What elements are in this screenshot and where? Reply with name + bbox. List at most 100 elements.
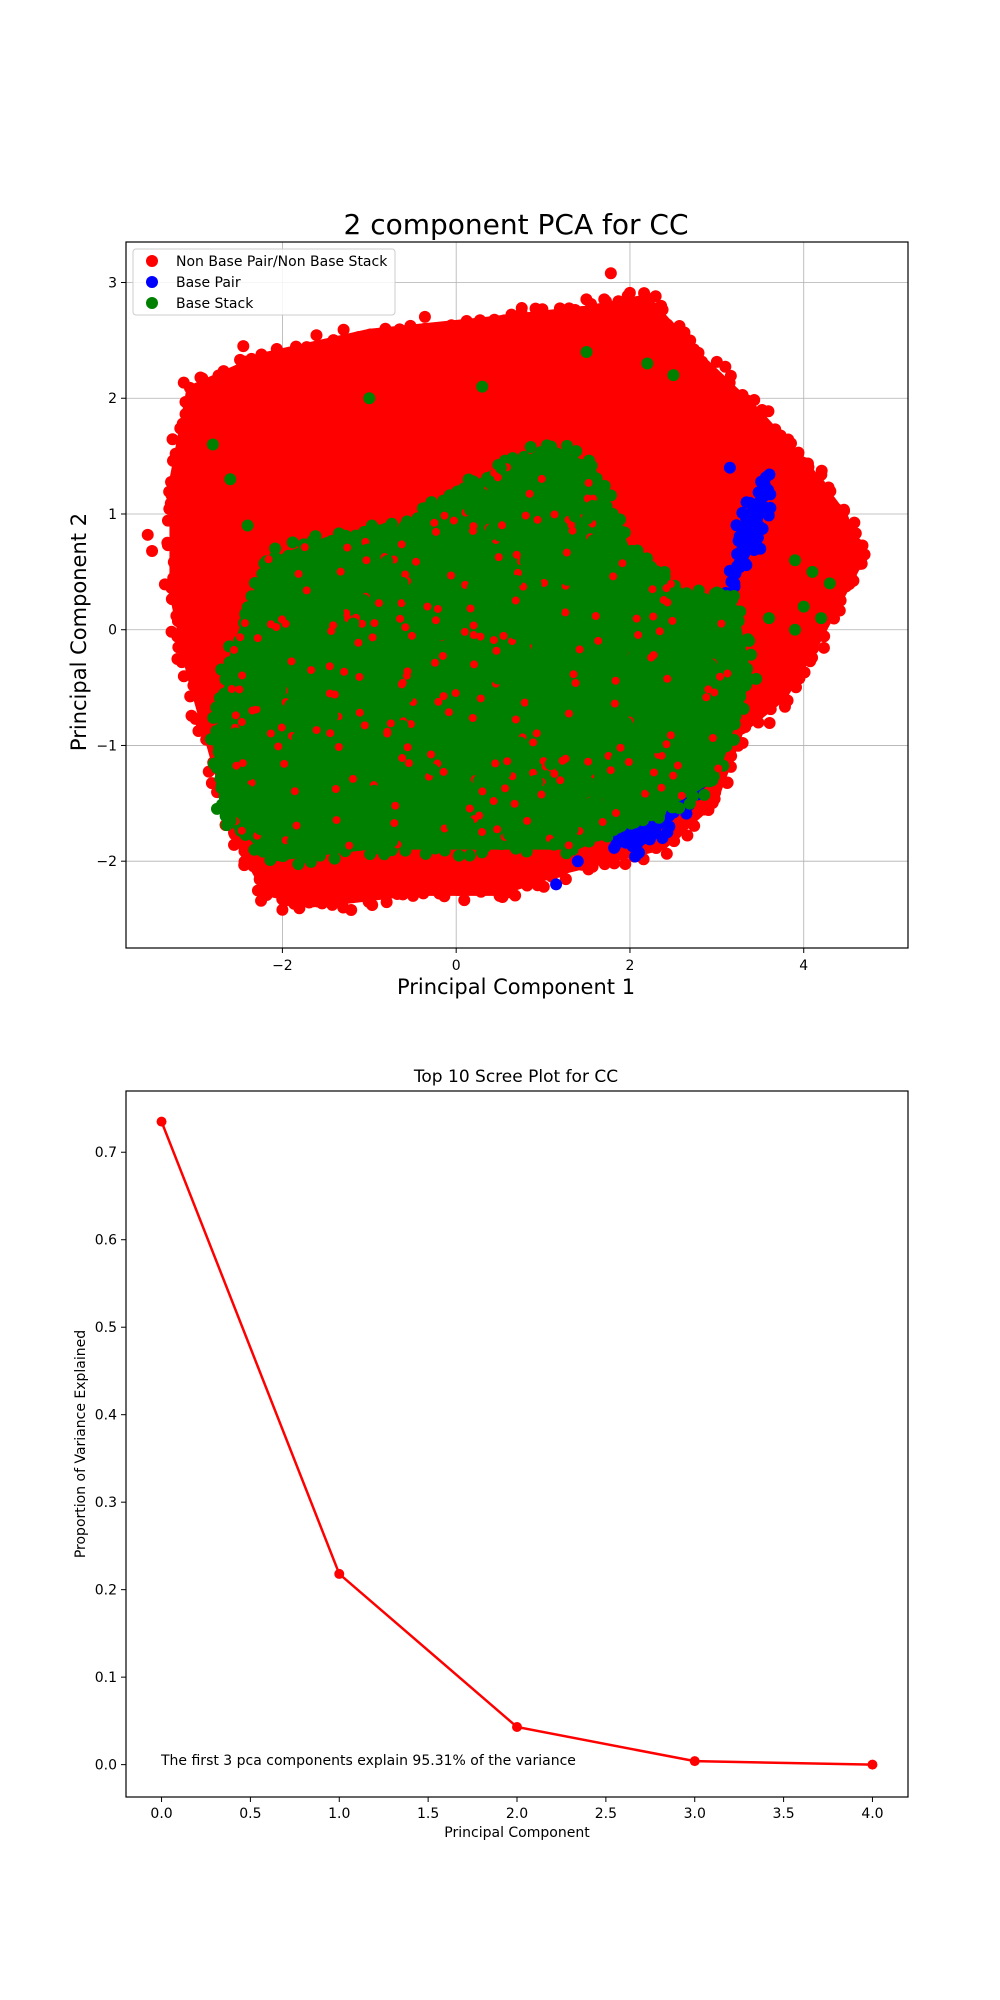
scatter-point	[397, 383, 410, 396]
scatter-point	[687, 407, 700, 420]
scatter-point	[554, 308, 567, 321]
scatter-point	[236, 487, 249, 500]
scatter-point	[690, 503, 703, 516]
scatter-point	[305, 797, 318, 810]
scatter-point	[480, 453, 493, 466]
scatter-point	[592, 797, 605, 810]
scatter-point	[376, 580, 389, 593]
scatter-point	[254, 823, 267, 836]
scatter-point	[588, 619, 601, 632]
scatter-point	[633, 550, 646, 563]
scatter-point	[267, 825, 280, 838]
scatter-point	[337, 323, 350, 336]
scatter-point	[771, 631, 784, 644]
scatter-point	[292, 620, 305, 633]
scatter-point	[679, 395, 692, 408]
scatter-point	[348, 774, 357, 783]
scree-ytick-label: 0.3	[95, 1495, 117, 1511]
scatter-point	[749, 448, 762, 461]
scatter-point	[638, 699, 651, 712]
scatter-point	[208, 624, 221, 637]
scatter-point	[669, 533, 682, 546]
scatter-point	[785, 437, 798, 450]
scatter-point	[352, 338, 365, 351]
scatter-point	[325, 754, 338, 767]
scatter-point	[587, 564, 600, 577]
scatter-point	[586, 823, 599, 836]
scatter-point	[532, 729, 541, 738]
scatter-point	[269, 465, 282, 478]
scatter-point	[608, 788, 621, 801]
scatter-point	[433, 887, 446, 900]
scatter-point	[238, 745, 251, 758]
scatter-point	[551, 447, 564, 460]
scatter-point	[547, 334, 560, 347]
scatter-point	[438, 730, 451, 743]
scatter-point	[343, 356, 356, 369]
scatter-data	[141, 267, 871, 917]
scatter-point	[618, 559, 627, 568]
scatter-point	[398, 854, 411, 867]
scatter-point	[299, 892, 312, 905]
scatter-point	[633, 507, 646, 520]
scatter-point	[165, 625, 178, 638]
scatter-point	[280, 769, 293, 782]
scatter-point	[335, 881, 348, 894]
scatter-point	[704, 441, 717, 454]
scatter-point	[617, 595, 630, 608]
scatter-point	[386, 600, 399, 613]
scatter-point	[755, 484, 768, 497]
scatter-point	[447, 571, 456, 580]
scatter-point	[515, 476, 528, 489]
scatter-point	[674, 592, 687, 605]
scatter-point	[564, 492, 577, 505]
scatter-point	[610, 353, 623, 366]
scatter-point	[714, 764, 723, 773]
scatter-point	[353, 835, 366, 848]
scatter-point	[240, 619, 249, 628]
legend-label-basepair: Base Pair	[176, 275, 241, 291]
scatter-point	[528, 415, 541, 428]
scatter-point	[433, 604, 442, 613]
scatter-point	[541, 517, 554, 530]
scatter-point	[684, 377, 697, 390]
scatter-point	[686, 790, 699, 803]
scatter-point	[218, 528, 231, 541]
scatter-point	[474, 357, 487, 370]
scatter-point	[205, 562, 218, 575]
scatter-point	[494, 553, 503, 562]
scatter-point	[702, 804, 715, 817]
scatter-point	[517, 464, 530, 477]
scatter-point	[593, 706, 606, 719]
scatter-point	[619, 377, 632, 390]
scatter-point	[815, 612, 828, 625]
scatter-point	[571, 855, 584, 868]
scatter-point	[184, 690, 197, 703]
scatter-point	[622, 545, 635, 558]
scatter-point	[258, 795, 271, 808]
scatter-point	[598, 858, 611, 871]
scatter-point	[281, 619, 290, 628]
scatter-point	[530, 595, 543, 608]
scatter-point	[462, 449, 475, 462]
scatter-point	[818, 559, 831, 572]
scatter-point	[211, 464, 224, 477]
scatter-point	[422, 641, 435, 654]
scatter-point	[641, 751, 654, 764]
scatter-point	[263, 358, 276, 371]
scatter-point	[828, 517, 841, 530]
scatter-point	[437, 440, 450, 453]
scatter-point	[241, 388, 254, 401]
scatter-point	[648, 302, 661, 315]
scatter-point	[502, 828, 515, 841]
scatter-point	[431, 616, 440, 625]
scatter-point	[682, 639, 695, 652]
scatter-point	[736, 531, 749, 544]
scatter-point	[404, 351, 417, 364]
scatter-point	[561, 608, 570, 617]
scatter-point	[185, 404, 198, 417]
scatter-point	[723, 669, 732, 678]
scatter-point	[603, 386, 616, 399]
scatter-point	[698, 788, 711, 801]
scatter-point	[240, 768, 253, 781]
